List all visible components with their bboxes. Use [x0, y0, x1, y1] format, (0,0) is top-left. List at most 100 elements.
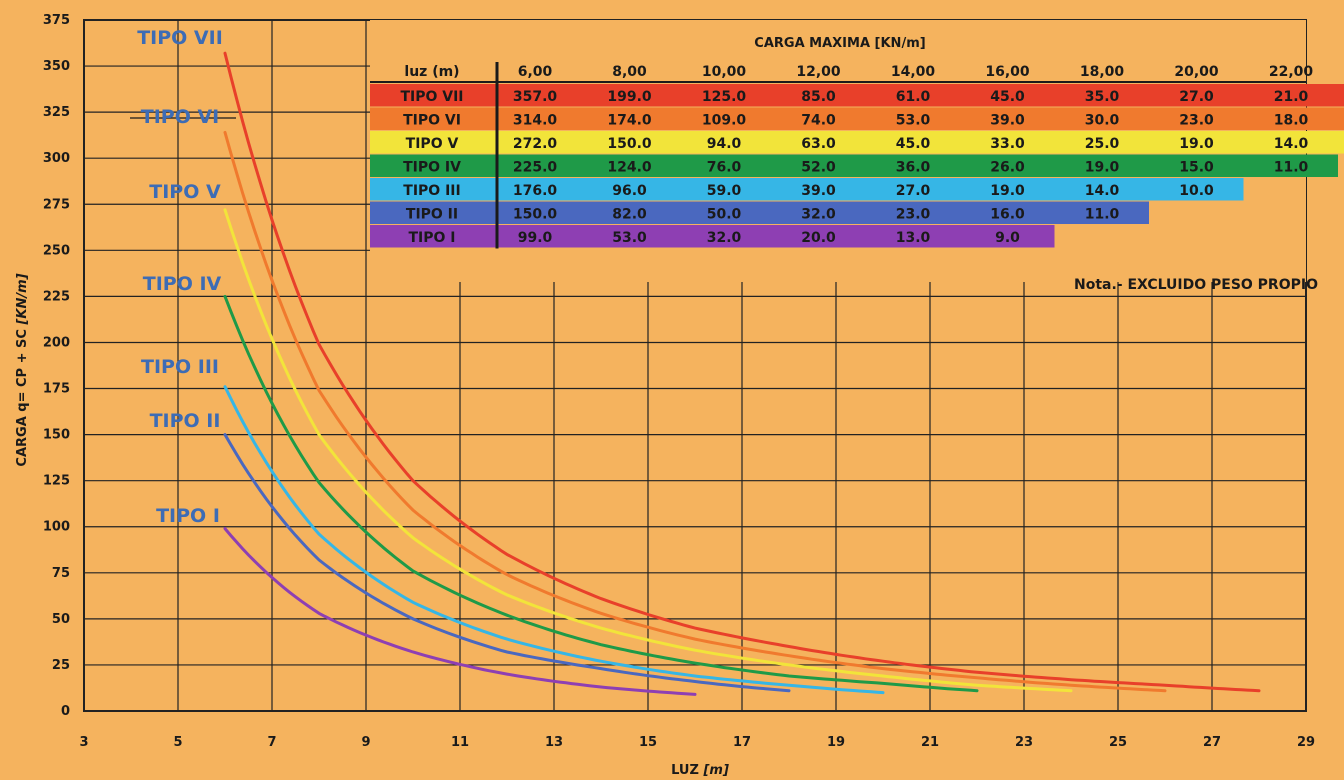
y-tick-label: 350 [43, 59, 70, 74]
table-cell: 61.0 [896, 89, 931, 105]
series-label: TIPO III [141, 356, 219, 378]
x-tick-label: 3 [79, 735, 88, 750]
table-cell: 45.0 [990, 89, 1025, 105]
y-tick-label: 75 [52, 566, 70, 581]
table-cell: 53.0 [612, 230, 647, 246]
table-cell: 19.0 [1179, 136, 1214, 152]
table-cell: 99.0 [518, 230, 553, 246]
table-cell: 23.0 [896, 207, 931, 223]
table-cell: 225.0 [513, 160, 558, 176]
table-row-band [370, 178, 1244, 201]
table-cell: 74.0 [801, 113, 836, 129]
y-axis-title: CARGA q= CP + SC [KN/m] [15, 273, 30, 466]
x-tick-label: 19 [827, 735, 845, 750]
table-title: CARGA MAXIMA [KN/m] [754, 36, 925, 51]
table-cell: 33.0 [990, 136, 1025, 152]
y-tick-label: 375 [43, 13, 70, 28]
series-label: TIPO II [150, 410, 221, 432]
series-label: TIPO VII [137, 27, 223, 49]
table-column-header: 20,00 [1174, 64, 1219, 80]
table-cell: 11.0 [1085, 207, 1120, 223]
series-label: TIPO IV [143, 273, 222, 295]
y-tick-label: 25 [52, 658, 70, 673]
table-cell: 82.0 [612, 207, 647, 223]
x-tick-label: 11 [451, 735, 469, 750]
table-cell: 94.0 [707, 136, 742, 152]
table-cell: 21.0 [1274, 89, 1309, 105]
table-column-header: 14,00 [891, 64, 936, 80]
table-row-label: TIPO II [406, 207, 458, 223]
table-cell: 26.0 [990, 160, 1025, 176]
table-column-header: 12,00 [796, 64, 841, 80]
y-tick-label: 175 [43, 382, 70, 397]
x-tick-label: 29 [1297, 735, 1315, 750]
table-column-header: 8,00 [612, 64, 647, 80]
x-tick-label: 15 [639, 735, 657, 750]
max-load-table: 6,00 8,00 10,00 12,00 14,00 16,00 18,00 20,00 22… [370, 20, 1344, 282]
table-cell: 32.0 [801, 207, 836, 223]
table-cell: 53.0 [896, 113, 931, 129]
table-cell: 63.0 [801, 136, 836, 152]
x-tick-label: 23 [1015, 735, 1033, 750]
series-line [223, 527, 697, 696]
y-tick-label: 275 [43, 197, 70, 212]
x-tick-label: 7 [267, 735, 276, 750]
y-tick-label: 50 [52, 612, 70, 627]
table-cell: 39.0 [990, 113, 1025, 129]
table-cell: 76.0 [707, 160, 742, 176]
table-cell: 176.0 [513, 183, 558, 199]
table-cell: 50.0 [707, 207, 742, 223]
table-cell: 30.0 [1085, 113, 1120, 129]
x-tick-label: 17 [733, 735, 751, 750]
table-cell: 16.0 [990, 207, 1025, 223]
y-tick-label: 100 [43, 520, 70, 535]
table-cell: 14.0 [1274, 136, 1309, 152]
table-cell: 27.0 [1179, 89, 1214, 105]
table-cell: 52.0 [801, 160, 836, 176]
table-row-label: TIPO VI [403, 113, 461, 129]
table-cell: 39.0 [801, 183, 836, 199]
table-column-header: 22,00 [1269, 64, 1314, 80]
table-row-band [370, 131, 1344, 154]
table-column-header: 16,00 [985, 64, 1030, 80]
series-label: TIPO VI [141, 106, 220, 128]
table-cell: 9.0 [995, 230, 1020, 246]
table-row-label: TIPO VII [400, 89, 463, 105]
y-tick-label: 325 [43, 105, 70, 120]
series-line [223, 433, 791, 693]
table-cell: 150.0 [513, 207, 558, 223]
table-row-label: TIPO III [403, 183, 460, 199]
table-row-band [370, 84, 1344, 107]
table-row-label: TIPO IV [403, 160, 461, 176]
table-cell: 357.0 [513, 89, 558, 105]
table-cell: 125.0 [702, 89, 747, 105]
table-cell: 27.0 [896, 183, 931, 199]
table-row-band [370, 107, 1344, 130]
table-column-header: 6,00 [518, 64, 553, 80]
y-tick-label: 0 [61, 704, 70, 719]
y-tick-label: 300 [43, 151, 70, 166]
table-column-header: 10,00 [702, 64, 747, 80]
table-cell: 19.0 [990, 183, 1025, 199]
series-line [223, 294, 979, 693]
table-row-band [370, 154, 1338, 177]
y-tick-label: 150 [43, 428, 70, 443]
table-cell: 19.0 [1085, 160, 1120, 176]
series-curves [223, 51, 1261, 696]
table-cell: 59.0 [707, 183, 742, 199]
x-tick-labels: 3 5 7 9 11 13 15 17 19 21 23 25 27 29 [79, 735, 1315, 750]
y-tick-label: 250 [43, 243, 70, 258]
table-cell: 124.0 [607, 160, 652, 176]
x-tick-label: 27 [1203, 735, 1221, 750]
table-cell: 35.0 [1085, 89, 1120, 105]
table-cell: 314.0 [513, 113, 558, 129]
table-cell: 13.0 [896, 230, 931, 246]
table-cell: 109.0 [702, 113, 747, 129]
series-label: TIPO V [149, 181, 221, 203]
table-row-label: TIPO I [408, 230, 455, 246]
x-tick-label: 5 [173, 735, 182, 750]
series-line [223, 130, 1167, 693]
series-label: TIPO I [156, 505, 220, 527]
table-cell: 96.0 [612, 183, 647, 199]
